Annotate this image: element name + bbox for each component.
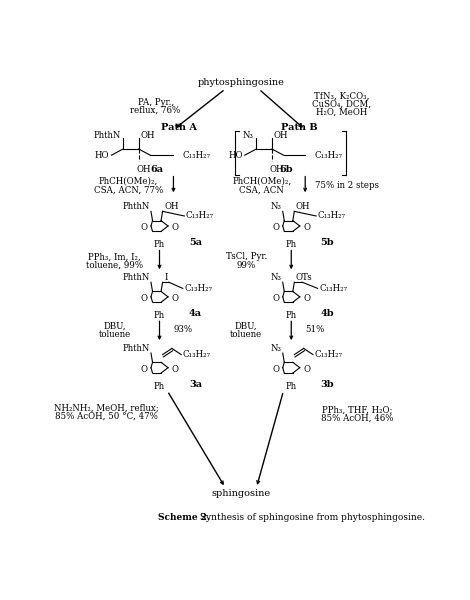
Text: Ph: Ph: [286, 240, 297, 249]
Text: 85% AcOH, 50 °C, 47%: 85% AcOH, 50 °C, 47%: [55, 412, 158, 421]
Text: PhCH(OMe)₂,: PhCH(OMe)₂,: [99, 177, 158, 186]
Text: 3b: 3b: [321, 380, 334, 389]
Text: H₂O, MeOH: H₂O, MeOH: [316, 107, 368, 116]
Text: reflux, 76%: reflux, 76%: [131, 106, 181, 115]
Text: C₁₃H₂₇: C₁₃H₂₇: [183, 151, 211, 160]
Text: N₃: N₃: [243, 131, 254, 140]
Text: PA, Pyr.,: PA, Pyr.,: [138, 98, 174, 107]
Text: N₃: N₃: [270, 202, 281, 211]
Text: TsCl, Pyr.: TsCl, Pyr.: [226, 252, 267, 262]
Text: N₃: N₃: [270, 344, 281, 353]
Text: O: O: [303, 294, 310, 303]
Text: 51%: 51%: [305, 325, 325, 334]
Text: PPh₃, Im, I₂,: PPh₃, Im, I₂,: [88, 252, 141, 262]
Text: O: O: [272, 223, 279, 232]
Text: DBU,: DBU,: [235, 322, 258, 331]
Text: Path B: Path B: [281, 123, 317, 132]
Text: OTs: OTs: [296, 273, 313, 282]
Text: OH: OH: [296, 202, 310, 211]
Text: 93%: 93%: [173, 325, 193, 334]
Text: OH: OH: [274, 131, 288, 140]
Text: Scheme 2.: Scheme 2.: [158, 512, 210, 521]
Text: HO: HO: [229, 151, 243, 160]
Text: toluene: toluene: [98, 330, 131, 339]
Text: 6a: 6a: [150, 164, 164, 173]
Text: 85% AcOH, 46%: 85% AcOH, 46%: [321, 414, 393, 423]
Text: 3a: 3a: [189, 380, 202, 389]
Text: TfN₃, K₂CO₃,: TfN₃, K₂CO₃,: [314, 92, 369, 101]
Text: O: O: [272, 365, 279, 374]
Text: O: O: [141, 365, 148, 374]
Text: N₃: N₃: [270, 273, 281, 282]
Text: C₁₃H₂₇: C₁₃H₂₇: [319, 284, 347, 293]
Text: Path A: Path A: [161, 123, 197, 132]
Text: C₁₃H₂₇: C₁₃H₂₇: [314, 151, 343, 160]
Text: PPh₃, THF, H₂O;: PPh₃, THF, H₂O;: [322, 406, 392, 415]
Text: NH₂NH₂, MeOH, reflux;: NH₂NH₂, MeOH, reflux;: [55, 403, 159, 412]
Text: I: I: [164, 273, 167, 282]
Text: C₁₃H₂₇: C₁₃H₂₇: [184, 284, 212, 293]
Text: 75% in 2 steps: 75% in 2 steps: [315, 181, 379, 190]
Text: O: O: [141, 223, 148, 232]
Text: OH: OH: [140, 131, 155, 140]
Text: CSA, ACN, 77%: CSA, ACN, 77%: [94, 185, 163, 194]
Text: Ph: Ph: [286, 311, 297, 320]
Text: O: O: [141, 294, 148, 303]
Text: O: O: [172, 223, 179, 232]
Text: PhthN: PhthN: [122, 344, 149, 353]
Text: 4b: 4b: [321, 309, 334, 318]
Text: PhthN: PhthN: [94, 131, 121, 140]
Text: OH: OH: [136, 164, 151, 173]
Text: CuSO₄, DCM,: CuSO₄, DCM,: [312, 100, 371, 109]
Text: C₁₃H₂₇: C₁₃H₂₇: [186, 211, 214, 220]
Text: Ph: Ph: [154, 240, 165, 249]
Text: OH: OH: [164, 202, 179, 211]
Text: C₁₃H₂₇: C₁₃H₂₇: [183, 350, 211, 359]
Text: CSA, ACN: CSA, ACN: [239, 185, 284, 194]
Text: PhthN: PhthN: [122, 273, 149, 282]
Text: O: O: [303, 365, 310, 374]
Text: O: O: [172, 294, 179, 303]
Text: O: O: [303, 223, 310, 232]
Text: Ph: Ph: [286, 382, 297, 391]
Text: O: O: [172, 365, 179, 374]
Text: O: O: [272, 294, 279, 303]
Text: phytosphingosine: phytosphingosine: [197, 78, 284, 87]
Text: 5a: 5a: [189, 238, 202, 247]
Text: sphingosine: sphingosine: [212, 490, 270, 499]
Text: DBU,: DBU,: [103, 322, 126, 331]
Text: toluene: toluene: [230, 330, 262, 339]
Text: Synthesis of sphingosine from phytosphingosine.: Synthesis of sphingosine from phytosphin…: [197, 512, 425, 521]
Text: toluene, 99%: toluene, 99%: [86, 261, 143, 270]
Text: 6b: 6b: [280, 164, 293, 173]
Text: C₁₃H₂₇: C₁₃H₂₇: [318, 211, 345, 220]
Text: 5b: 5b: [321, 238, 334, 247]
Text: 99%: 99%: [237, 261, 256, 270]
Text: Ph: Ph: [154, 311, 165, 320]
Text: HO: HO: [94, 151, 109, 160]
Text: PhthN: PhthN: [122, 202, 149, 211]
Text: 4a: 4a: [189, 309, 202, 318]
Text: C₁₃H₂₇: C₁₃H₂₇: [314, 350, 343, 359]
Text: PhCH(OMe)₂,: PhCH(OMe)₂,: [232, 177, 291, 186]
Text: OH: OH: [270, 164, 284, 173]
Text: Ph: Ph: [154, 382, 165, 391]
